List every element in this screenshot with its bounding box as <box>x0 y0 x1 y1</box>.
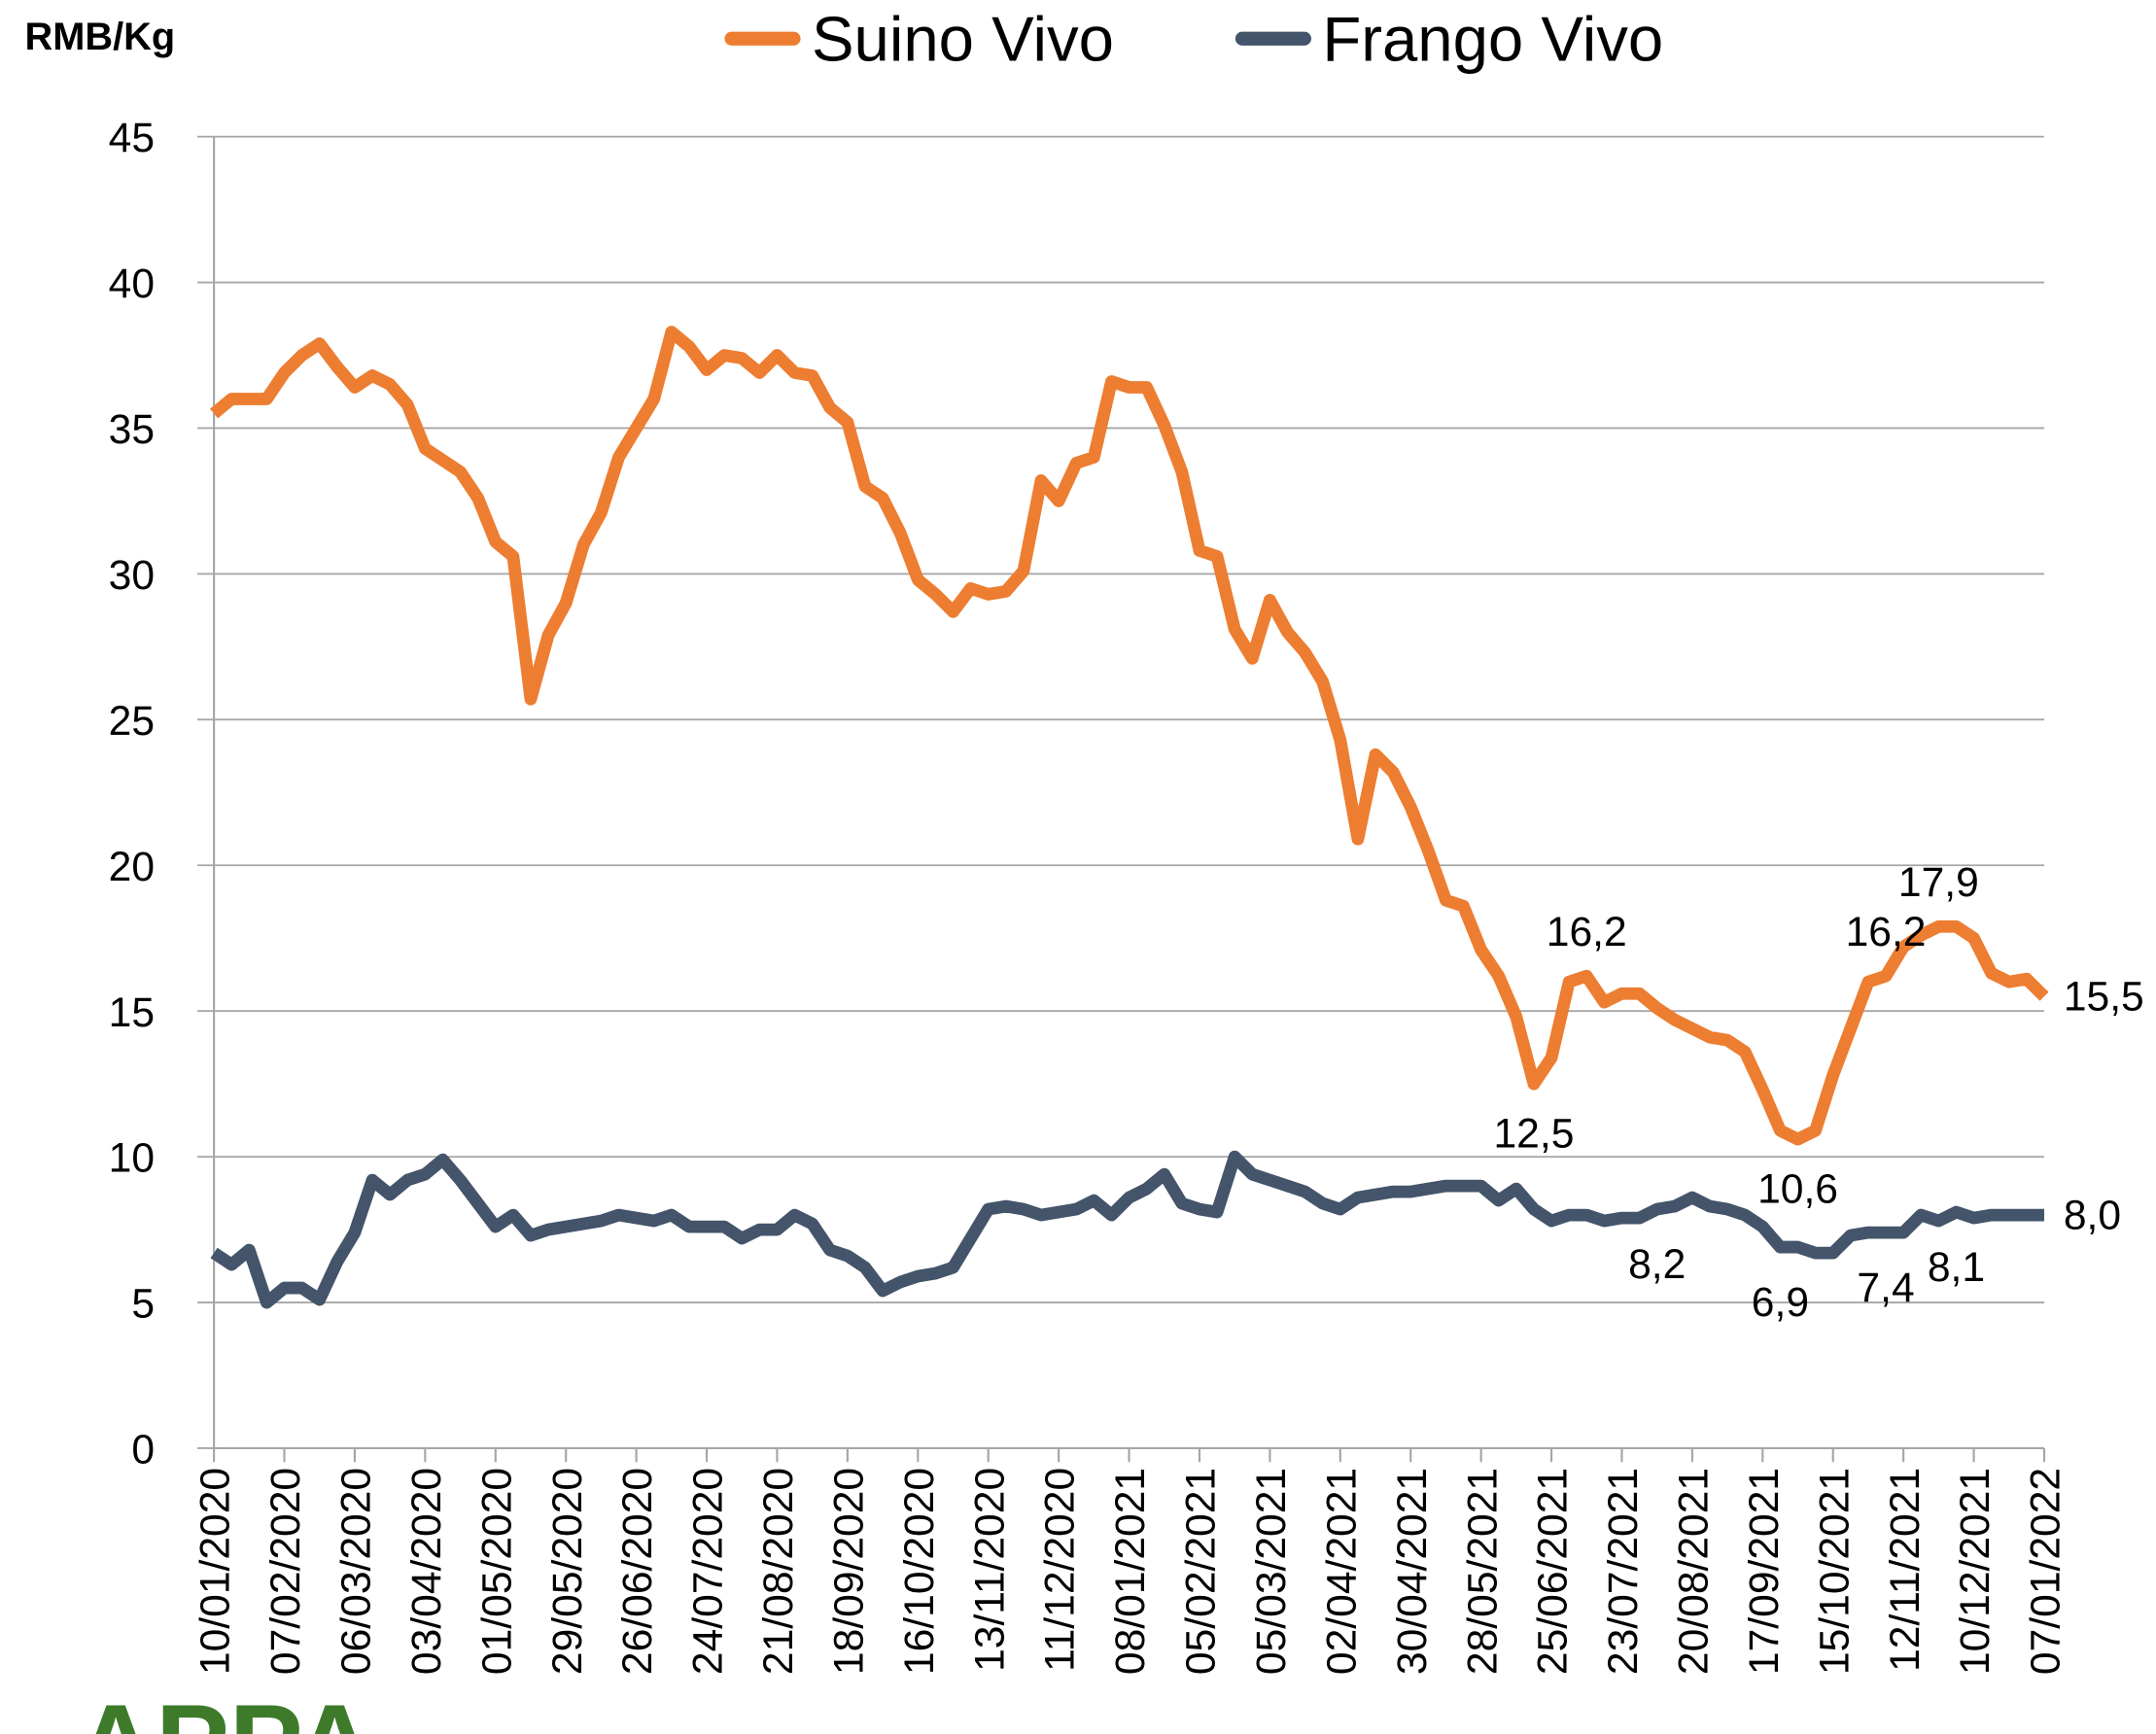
x-tick-label: 28/05/2021 <box>1459 1468 1506 1675</box>
x-tick-label: 05/03/2021 <box>1248 1468 1295 1675</box>
x-tick-label: 16/10/2020 <box>896 1468 943 1675</box>
x-tick-label: 24/07/2020 <box>685 1468 732 1675</box>
y-tick-label: 20 <box>109 844 155 890</box>
x-tick-label: 03/04/2020 <box>403 1468 450 1675</box>
data-label: 16,2 <box>1547 909 1627 955</box>
x-tick-label: 26/06/2020 <box>614 1468 661 1675</box>
x-tick-label: 20/08/2021 <box>1671 1468 1718 1675</box>
y-tick-label: 15 <box>109 989 155 1036</box>
x-tick-label: 12/11/2021 <box>1882 1468 1929 1672</box>
x-tick-label: 08/01/2021 <box>1107 1468 1154 1675</box>
x-tick-label: 01/05/2020 <box>473 1468 520 1675</box>
y-tick-label: 25 <box>109 698 155 745</box>
y-tick-label: 35 <box>109 406 155 453</box>
data-label: 17,9 <box>1898 859 1979 906</box>
logo: APPA <box>76 1682 374 1734</box>
x-tick-label: 29/05/2020 <box>544 1468 591 1675</box>
x-tick-label: 25/06/2021 <box>1530 1468 1577 1675</box>
series-line <box>210 326 2049 1146</box>
x-tick-label: 07/01/2022 <box>2023 1468 2069 1675</box>
x-tick-label: 17/09/2021 <box>1741 1468 1788 1675</box>
x-tick-label: 30/04/2021 <box>1389 1468 1436 1675</box>
data-label: 8,0 <box>2064 1192 2121 1238</box>
data-label: 6,9 <box>1752 1279 1809 1326</box>
y-tick-label: 45 <box>109 115 155 161</box>
data-label: 12,5 <box>1493 1110 1574 1157</box>
data-label: 16,2 <box>1846 909 1927 955</box>
y-tick-label: 5 <box>131 1281 155 1328</box>
y-tick-label: 40 <box>109 260 155 307</box>
data-label: 8,2 <box>1628 1241 1686 1288</box>
y-tick-label: 10 <box>109 1135 155 1182</box>
x-tick-label: 23/07/2021 <box>1600 1468 1647 1675</box>
legend-label: Suino Vivo <box>812 3 1114 74</box>
data-label: 10,6 <box>1757 1165 1838 1212</box>
series-line <box>210 1150 2044 1309</box>
x-tick-label: 07/02/2020 <box>262 1468 309 1675</box>
x-tick-label: 06/03/2020 <box>333 1468 380 1675</box>
y-axis-label: RMB/Kg <box>25 16 176 58</box>
x-tick-label: 13/11/2020 <box>966 1468 1013 1672</box>
legend-label: Frango Vivo <box>1322 3 1663 74</box>
x-tick-label: 18/09/2020 <box>825 1468 872 1675</box>
y-tick-label: 30 <box>109 552 155 599</box>
x-tick-label: 10/12/2021 <box>1952 1468 1999 1675</box>
data-label: 7,4 <box>1857 1265 1914 1311</box>
x-tick-label: 15/10/2021 <box>1811 1468 1858 1675</box>
x-tick-label: 11/12/2020 <box>1037 1468 1084 1672</box>
x-tick-label: 05/02/2021 <box>1178 1468 1225 1675</box>
y-tick-label: 0 <box>131 1427 155 1474</box>
x-tick-label: 21/08/2020 <box>755 1468 802 1675</box>
x-tick-label: 02/04/2021 <box>1318 1468 1365 1675</box>
data-label: 15,5 <box>2064 973 2144 1020</box>
x-tick-label: 10/01/2020 <box>192 1468 239 1675</box>
data-label: 8,1 <box>1928 1244 1985 1291</box>
